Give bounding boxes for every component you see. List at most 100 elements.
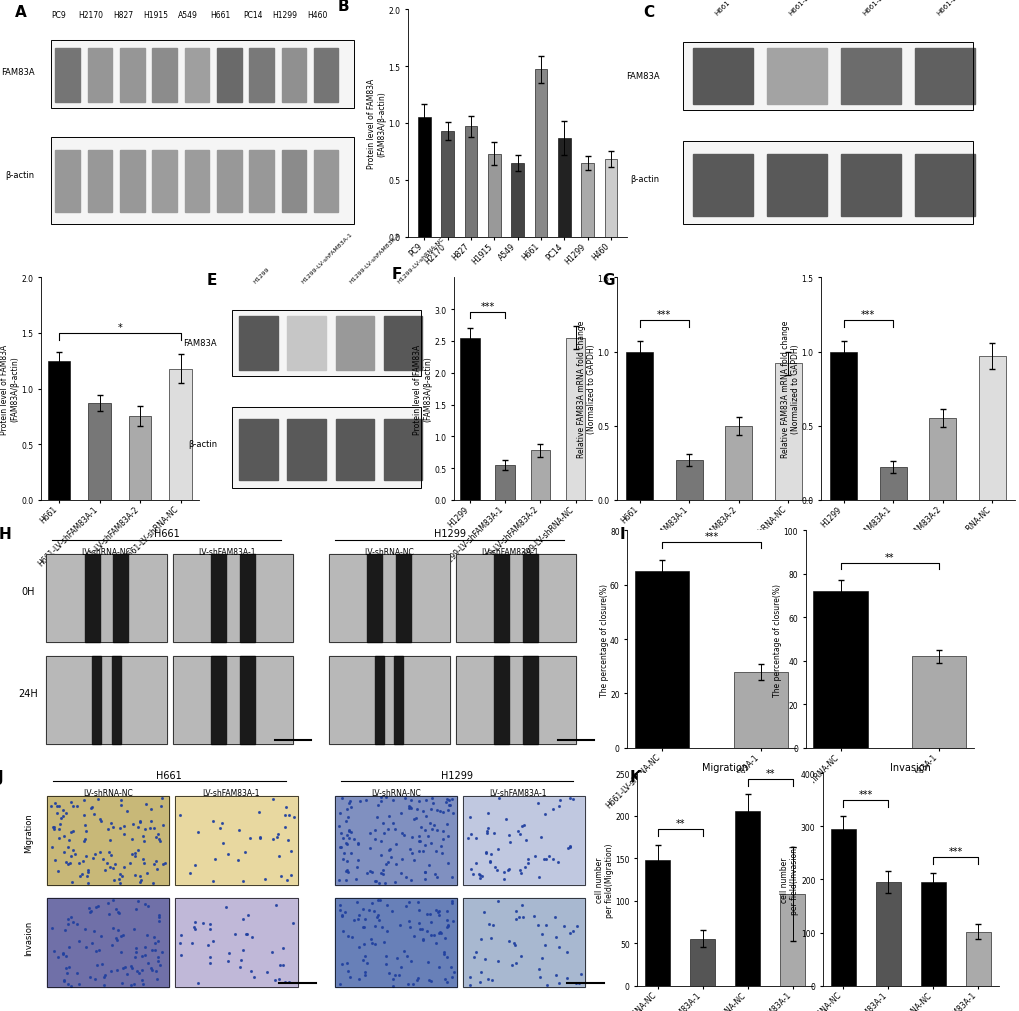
Point bbox=[375, 825, 391, 841]
Point bbox=[337, 871, 354, 888]
Point bbox=[429, 905, 445, 921]
Point bbox=[86, 923, 102, 939]
Point bbox=[340, 830, 357, 846]
Point bbox=[339, 801, 356, 817]
Point bbox=[362, 825, 378, 841]
Point bbox=[438, 792, 454, 808]
Point bbox=[130, 893, 147, 909]
Point bbox=[356, 936, 372, 952]
Point bbox=[439, 919, 455, 935]
Point bbox=[390, 967, 407, 983]
Text: H827: H827 bbox=[113, 11, 133, 20]
Point bbox=[115, 959, 131, 976]
Point bbox=[144, 962, 160, 979]
Point bbox=[482, 854, 498, 870]
Point bbox=[60, 839, 76, 855]
Point bbox=[272, 956, 288, 973]
Point bbox=[505, 935, 522, 951]
Text: K: K bbox=[629, 768, 641, 784]
Point bbox=[412, 820, 428, 836]
Bar bbox=[581, 164, 593, 238]
Point bbox=[263, 944, 279, 960]
Point bbox=[331, 976, 347, 992]
Bar bbox=[455, 554, 576, 642]
Point bbox=[190, 825, 206, 841]
Point bbox=[406, 928, 422, 944]
Bar bbox=[232, 310, 421, 377]
Point bbox=[50, 830, 66, 846]
Text: ***: *** bbox=[704, 531, 717, 541]
Point bbox=[432, 838, 448, 854]
Point bbox=[113, 793, 129, 809]
Point bbox=[205, 933, 221, 949]
Point bbox=[378, 955, 394, 972]
Point bbox=[410, 895, 426, 911]
Y-axis label: The percentage of closure(%): The percentage of closure(%) bbox=[599, 583, 608, 696]
Bar bbox=[383, 420, 422, 480]
Text: I: I bbox=[619, 526, 625, 541]
Point bbox=[364, 935, 380, 951]
Point bbox=[59, 976, 75, 992]
Point bbox=[351, 908, 367, 924]
Point bbox=[77, 823, 94, 839]
Point bbox=[549, 853, 566, 869]
Point bbox=[559, 840, 576, 856]
Bar bbox=[683, 43, 972, 111]
Bar bbox=[733, 672, 787, 748]
Text: H1299: H1299 bbox=[272, 11, 298, 20]
Point bbox=[431, 907, 447, 923]
Point bbox=[126, 845, 143, 861]
Point bbox=[366, 822, 382, 838]
Bar bbox=[683, 143, 972, 224]
Point bbox=[102, 859, 118, 876]
Point bbox=[147, 942, 163, 958]
Text: 24H: 24H bbox=[18, 688, 38, 699]
Text: LV-shFAM83A-1: LV-shFAM83A-1 bbox=[481, 547, 538, 556]
Title: Invasion: Invasion bbox=[890, 762, 930, 772]
Y-axis label: Relative FAM83A mRNA fold change
(Normalized to GAPDH): Relative FAM83A mRNA fold change (Normal… bbox=[576, 320, 595, 458]
Bar bbox=[172, 554, 292, 642]
Point bbox=[243, 962, 259, 979]
Bar bbox=[329, 656, 449, 745]
Bar bbox=[915, 155, 974, 216]
Bar bbox=[51, 41, 354, 109]
Point bbox=[55, 973, 71, 989]
Text: H1299: H1299 bbox=[440, 770, 473, 780]
Point bbox=[110, 922, 126, 938]
Point bbox=[202, 949, 218, 966]
Point bbox=[334, 790, 351, 806]
Bar bbox=[774, 364, 801, 500]
Text: Migration: Migration bbox=[24, 813, 33, 852]
Bar bbox=[120, 50, 145, 103]
Point bbox=[126, 866, 143, 883]
Point bbox=[274, 956, 290, 973]
Point bbox=[480, 820, 496, 836]
Point bbox=[351, 971, 367, 987]
Bar bbox=[46, 656, 166, 745]
Point bbox=[479, 972, 495, 988]
Bar bbox=[152, 50, 176, 103]
Bar bbox=[175, 797, 298, 885]
Point bbox=[220, 846, 236, 862]
Bar bbox=[875, 883, 900, 986]
Point bbox=[372, 790, 388, 806]
Point bbox=[555, 918, 572, 934]
Text: β-actin: β-actin bbox=[187, 440, 217, 448]
Point bbox=[516, 859, 532, 876]
Text: A549: A549 bbox=[178, 11, 198, 20]
Bar bbox=[978, 357, 1005, 500]
Point bbox=[520, 854, 536, 870]
Point bbox=[477, 951, 493, 968]
Bar bbox=[88, 151, 112, 212]
Point bbox=[471, 974, 487, 990]
Point bbox=[227, 926, 244, 942]
Text: H2170: H2170 bbox=[78, 11, 104, 20]
Point bbox=[406, 811, 422, 827]
Point bbox=[400, 894, 417, 910]
Point bbox=[489, 893, 505, 909]
Point bbox=[568, 975, 584, 991]
Bar bbox=[530, 451, 549, 500]
Point bbox=[400, 841, 417, 857]
Point bbox=[415, 931, 431, 947]
Point bbox=[146, 820, 162, 836]
